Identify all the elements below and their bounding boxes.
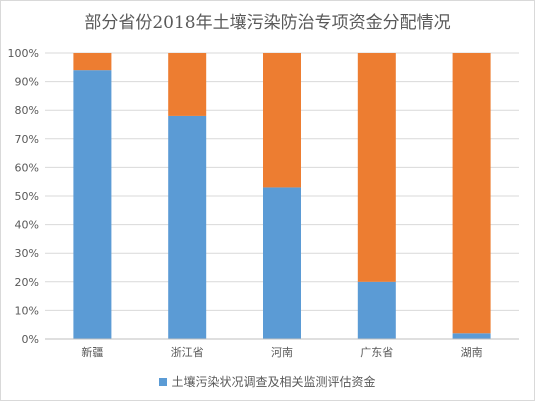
- y-tick-label: 0%: [22, 333, 39, 346]
- y-tick-label: 60%: [15, 161, 39, 174]
- bar-segment-blue: [73, 70, 112, 339]
- y-tick-label: 70%: [15, 133, 39, 146]
- y-tick-label: 80%: [15, 104, 39, 117]
- legend: 土壤污染状况调查及相关监测评估资金: [1, 373, 534, 390]
- y-tick-label: 20%: [15, 276, 39, 289]
- bar-segment-blue: [357, 281, 396, 339]
- x-tick-label: 广东省: [360, 346, 393, 359]
- y-tick-label: 30%: [15, 247, 39, 260]
- legend-label: 土壤污染状况调查及相关监测评估资金: [171, 375, 376, 389]
- legend-swatch-blue: [159, 377, 168, 386]
- bar-segment-orange: [263, 53, 301, 188]
- bar-segment-blue: [263, 187, 301, 339]
- x-tick-label: 浙江省: [171, 346, 204, 359]
- x-tick-label: 河南: [271, 346, 293, 359]
- bar-segment-orange: [73, 53, 112, 71]
- x-tick-label: 湖南: [461, 346, 483, 359]
- chart-title: 部分省份2018年土壤污染防治专项资金分配情况: [84, 13, 451, 33]
- y-tick-label: 100%: [8, 47, 39, 60]
- bar-segment-blue: [168, 115, 207, 339]
- bar-segment-blue: [452, 333, 491, 339]
- bar-segment-orange: [168, 53, 207, 116]
- y-tick-label: 40%: [15, 219, 39, 232]
- bar-segment-orange: [452, 53, 491, 334]
- bar-segment-orange: [357, 53, 396, 282]
- x-tick-label: 新疆: [81, 345, 103, 359]
- y-tick-label: 50%: [15, 190, 39, 203]
- y-tick-label: 90%: [15, 76, 39, 89]
- y-tick-label: 10%: [15, 304, 39, 317]
